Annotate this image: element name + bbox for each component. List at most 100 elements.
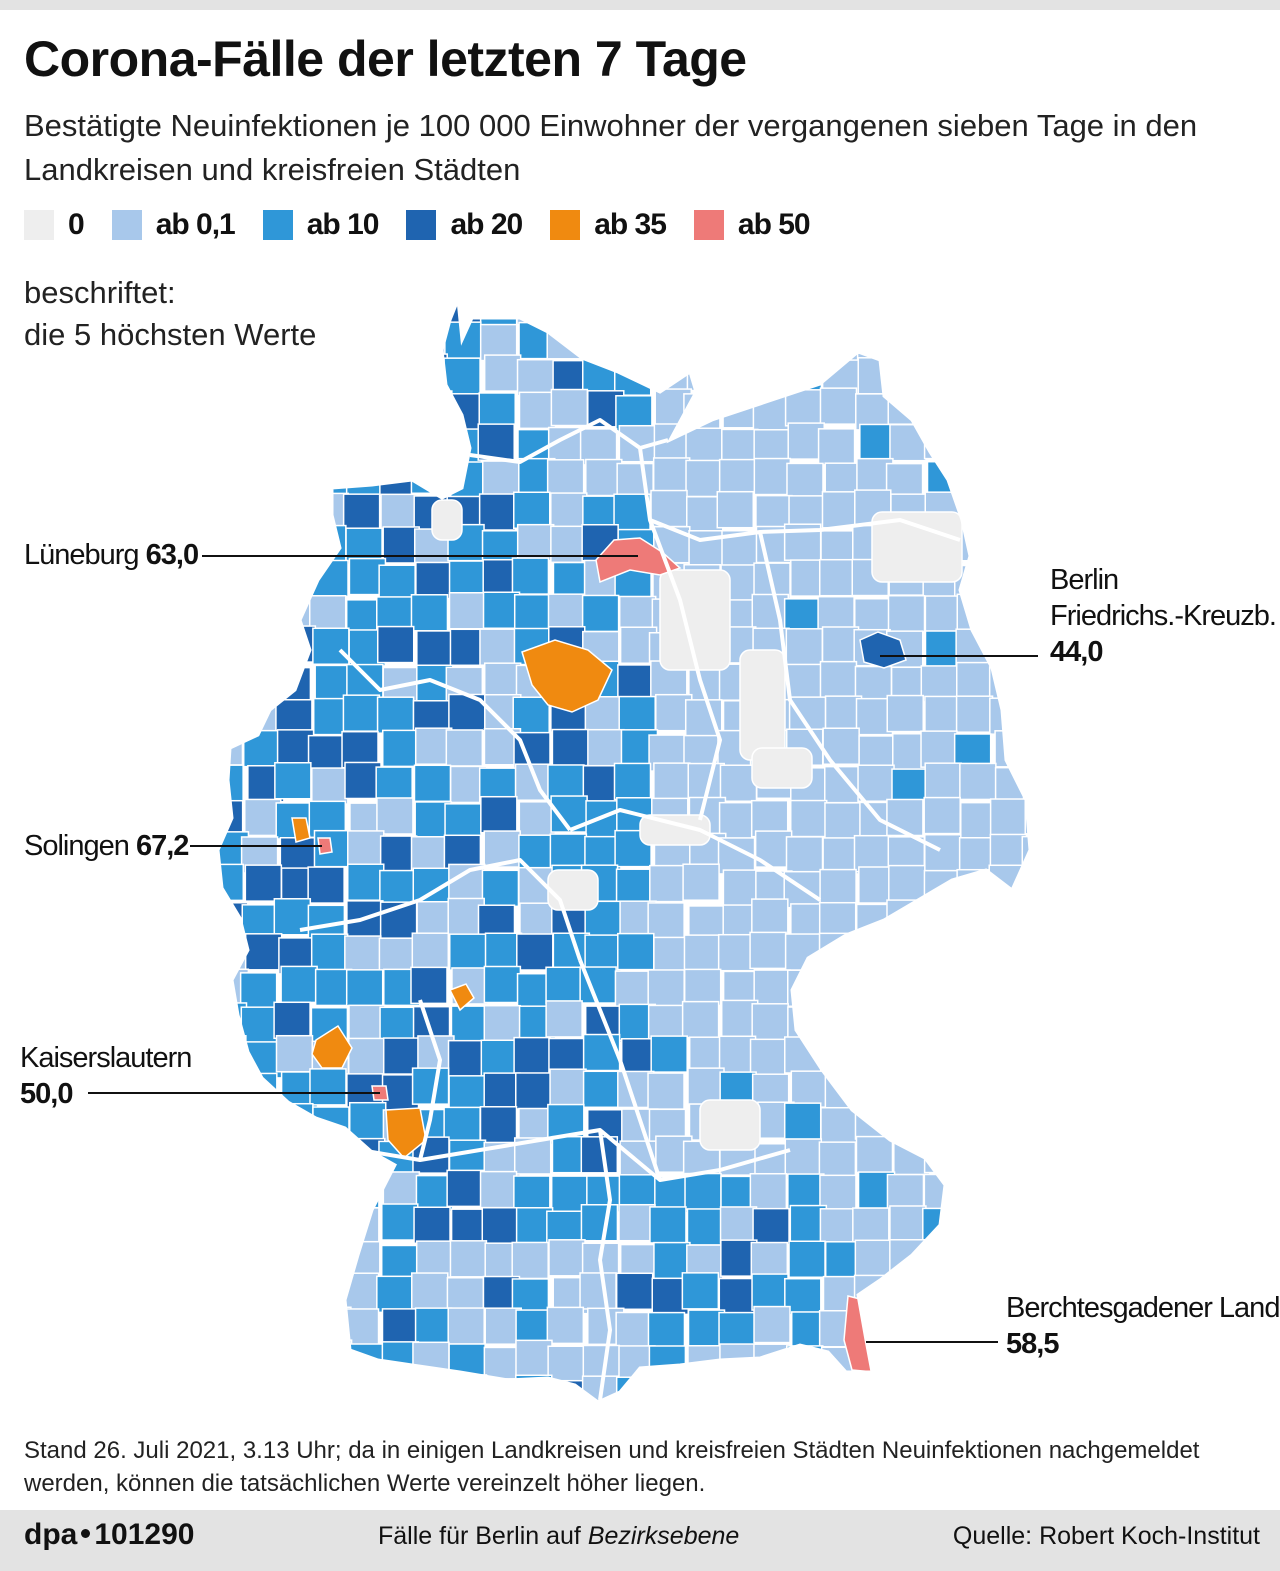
district-cell bbox=[853, 1035, 892, 1073]
district-cell bbox=[751, 1273, 789, 1311]
district-cell bbox=[753, 969, 791, 1007]
district-cell bbox=[854, 1102, 893, 1140]
district-cell bbox=[954, 428, 992, 467]
district-cell bbox=[1025, 1242, 1030, 1281]
district-cell bbox=[218, 357, 251, 395]
district-cell bbox=[580, 1136, 619, 1174]
district-cell bbox=[240, 1072, 278, 1111]
district-cell bbox=[244, 798, 282, 837]
district-cell bbox=[241, 1176, 280, 1215]
district-cell bbox=[821, 491, 860, 529]
footer-bar bbox=[0, 1510, 1280, 1571]
district-cell bbox=[1027, 388, 1030, 427]
district-cell bbox=[648, 327, 686, 365]
district-cell bbox=[218, 300, 247, 324]
district-cell bbox=[547, 1345, 585, 1383]
district-cell bbox=[378, 564, 416, 602]
district-cell bbox=[783, 1102, 822, 1140]
district-cell bbox=[1024, 497, 1030, 535]
district-cell bbox=[581, 357, 620, 395]
district-cell bbox=[444, 803, 482, 841]
district-cell bbox=[919, 1274, 958, 1313]
label-berlin-value: 44,0 bbox=[1050, 636, 1103, 668]
graphic-number: 101290 bbox=[94, 1518, 195, 1551]
district-cell bbox=[545, 1000, 583, 1038]
district-cell bbox=[613, 358, 652, 396]
district-cell bbox=[819, 300, 857, 329]
legend-swatch bbox=[693, 210, 724, 240]
district-cell bbox=[954, 1373, 993, 1402]
district-cell bbox=[852, 1207, 890, 1245]
district-cell bbox=[990, 1070, 1028, 1109]
source-credit: Quelle: Robert Koch-Institut bbox=[952, 1522, 1260, 1550]
district-cell bbox=[921, 1343, 960, 1382]
district-cell bbox=[511, 557, 550, 595]
district-cell bbox=[416, 630, 454, 668]
district-cell bbox=[310, 1142, 348, 1180]
legend-swatch bbox=[111, 210, 142, 240]
district-cell bbox=[989, 357, 1027, 395]
district-berchtesgadener-land bbox=[843, 1295, 881, 1373]
district-cell bbox=[647, 969, 685, 1007]
district-cell bbox=[241, 496, 279, 535]
district-cell bbox=[342, 493, 381, 531]
district-cell bbox=[987, 1143, 1026, 1181]
district-cell bbox=[410, 594, 449, 632]
district-cell bbox=[1025, 899, 1030, 938]
district-cell bbox=[513, 1175, 551, 1213]
footnote: Stand 26. Juli 2021, 3.13 Uhr; da in ein… bbox=[24, 1437, 1200, 1497]
district-cell bbox=[581, 594, 620, 633]
district-cell bbox=[615, 1311, 653, 1350]
district-cell bbox=[885, 1106, 924, 1144]
district-cell bbox=[552, 561, 591, 600]
label-lueneburg: Lüneburg 63,0 bbox=[24, 537, 199, 573]
district-cell bbox=[888, 935, 927, 974]
district-cell bbox=[718, 1035, 757, 1074]
callout-lines bbox=[88, 555, 1038, 1343]
district-cell bbox=[218, 662, 248, 700]
state-borders bbox=[299, 418, 961, 1401]
district-cell bbox=[824, 1000, 863, 1038]
district-cell bbox=[786, 462, 824, 501]
district-cell bbox=[925, 933, 964, 972]
district-cell bbox=[311, 1209, 349, 1248]
legend-item-1: ab 0,1 bbox=[111, 208, 236, 242]
district-cell bbox=[988, 630, 1027, 668]
district-cell bbox=[751, 593, 790, 632]
district-cell bbox=[1026, 1070, 1030, 1109]
district-cell bbox=[309, 1239, 348, 1277]
district-cell bbox=[955, 900, 993, 938]
label-berlin-name-1: Berlin bbox=[1050, 564, 1119, 596]
district-cell bbox=[957, 390, 996, 428]
district-cell bbox=[716, 325, 755, 363]
district-cell bbox=[244, 933, 283, 971]
district-cell bbox=[218, 423, 250, 462]
district-cell bbox=[990, 427, 1029, 465]
district-cell bbox=[381, 392, 420, 431]
agency-name: dpa bbox=[24, 1518, 78, 1551]
district-cell bbox=[1022, 1108, 1030, 1147]
note-line-1: beschriftet: bbox=[24, 275, 176, 310]
district-cell bbox=[245, 626, 283, 665]
district-cell bbox=[854, 970, 893, 1009]
district-cell bbox=[924, 387, 963, 426]
district-cell bbox=[274, 1273, 312, 1311]
district-cell bbox=[993, 1378, 1030, 1402]
district-cell bbox=[1024, 1376, 1030, 1402]
district-cell bbox=[480, 1039, 519, 1078]
district-cell bbox=[415, 390, 453, 428]
district-cell bbox=[955, 1035, 993, 1074]
district-cell bbox=[926, 965, 965, 1004]
district-cell bbox=[348, 358, 387, 397]
district-cell bbox=[242, 729, 281, 768]
district-cell bbox=[218, 1208, 248, 1247]
district-cell bbox=[240, 1006, 279, 1044]
district-cell bbox=[718, 1277, 757, 1316]
district-cell bbox=[545, 966, 583, 1005]
district-cell bbox=[992, 1210, 1030, 1248]
district-cell bbox=[278, 625, 317, 663]
district-cell bbox=[990, 999, 1028, 1038]
district-cell bbox=[891, 300, 930, 323]
district-cell bbox=[753, 1305, 791, 1344]
district-cell bbox=[785, 836, 824, 874]
